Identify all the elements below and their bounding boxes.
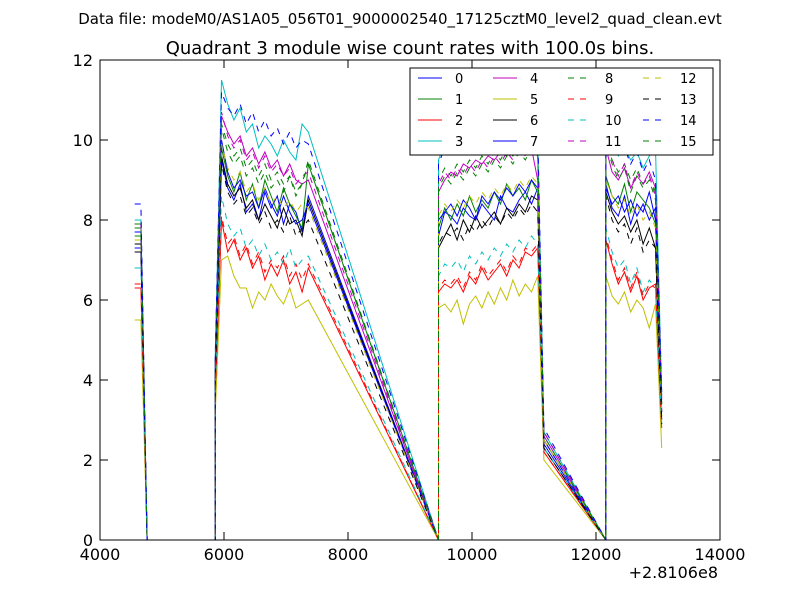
series-line-10 [134, 195, 663, 540]
data-file-label: Data file: modeM0/AS1A05_056T01_90000025… [78, 10, 722, 29]
series-line-5 [134, 255, 663, 540]
x-tick-label: 10000 [447, 545, 498, 564]
legend-label-2: 2 [455, 114, 463, 129]
y-tick-label: 0 [83, 531, 93, 550]
y-tick-label: 8 [83, 211, 93, 230]
series-line-2 [134, 219, 663, 540]
legend-label-4: 4 [530, 72, 538, 87]
series-line-15 [134, 123, 663, 540]
legend-label-15: 15 [680, 135, 697, 150]
legend-label-11: 11 [605, 135, 622, 150]
x-tick-label: 12000 [571, 545, 622, 564]
y-tick-label: 2 [83, 451, 93, 470]
legend-label-14: 14 [680, 114, 697, 129]
x-tick-label: 4000 [80, 545, 121, 564]
legend-label-10: 10 [605, 114, 622, 129]
y-tick-label: 12 [73, 51, 93, 70]
legend-box [409, 67, 714, 156]
series-layer [134, 79, 663, 540]
x-offset-label: +2.8106e8 [629, 563, 718, 582]
legend-label-1: 1 [455, 93, 463, 108]
y-tick-label: 4 [83, 371, 93, 390]
legend-label-9: 9 [605, 93, 613, 108]
legend-label-8: 8 [605, 72, 613, 87]
series-line-9 [134, 215, 663, 540]
legend-label-3: 3 [455, 135, 463, 150]
x-tick-label: 6000 [204, 545, 245, 564]
legend-label-6: 6 [530, 114, 538, 129]
legend-label-5: 5 [530, 93, 538, 108]
series-line-6 [134, 155, 663, 540]
legend-label-7: 7 [530, 135, 538, 150]
series-line-0 [134, 159, 663, 540]
series-line-13 [134, 163, 663, 540]
chart-title: Quadrant 3 module wise count rates with … [166, 38, 655, 59]
series-line-7 [134, 139, 663, 540]
y-tick-label: 10 [73, 131, 93, 150]
legend-label-0: 0 [455, 72, 463, 87]
legend-label-12: 12 [680, 72, 697, 87]
series-line-4 [134, 115, 663, 540]
y-tick-label: 6 [83, 291, 93, 310]
series-line-1 [134, 147, 663, 540]
x-tick-label: 14000 [695, 545, 746, 564]
series-line-11 [134, 111, 663, 540]
series-line-12 [134, 143, 663, 540]
legend-label-13: 13 [680, 93, 697, 108]
x-tick-label: 8000 [328, 545, 369, 564]
